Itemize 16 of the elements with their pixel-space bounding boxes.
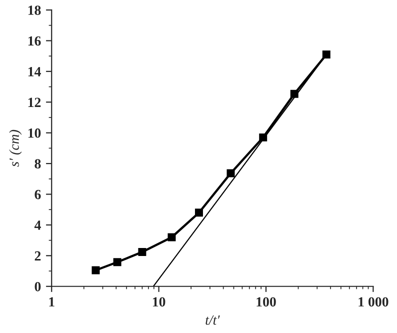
x-tick-label: 10: [152, 297, 166, 307]
y-tick-label: 2: [34, 251, 41, 260]
x-tick-label: 1: [49, 297, 54, 306]
y-axis-title: s′ (cm): [9, 130, 22, 167]
y-tick-label: 10: [28, 128, 41, 138]
y-tick-label: 14: [28, 67, 41, 76]
y-tick-label: 18: [28, 6, 41, 15]
y-tick-label: 0: [34, 282, 41, 292]
x-tick-label: 1 000: [358, 297, 388, 307]
y-tick-label: 16: [28, 36, 41, 46]
y-tick-label: 8: [34, 159, 41, 168]
x-tick-label: 100: [256, 297, 276, 307]
y-tick-label: 6: [34, 190, 41, 200]
x-axis-title: t/t′: [206, 315, 220, 325]
y-tick-label: 4: [34, 220, 41, 230]
y-tick-label: 12: [28, 98, 41, 107]
